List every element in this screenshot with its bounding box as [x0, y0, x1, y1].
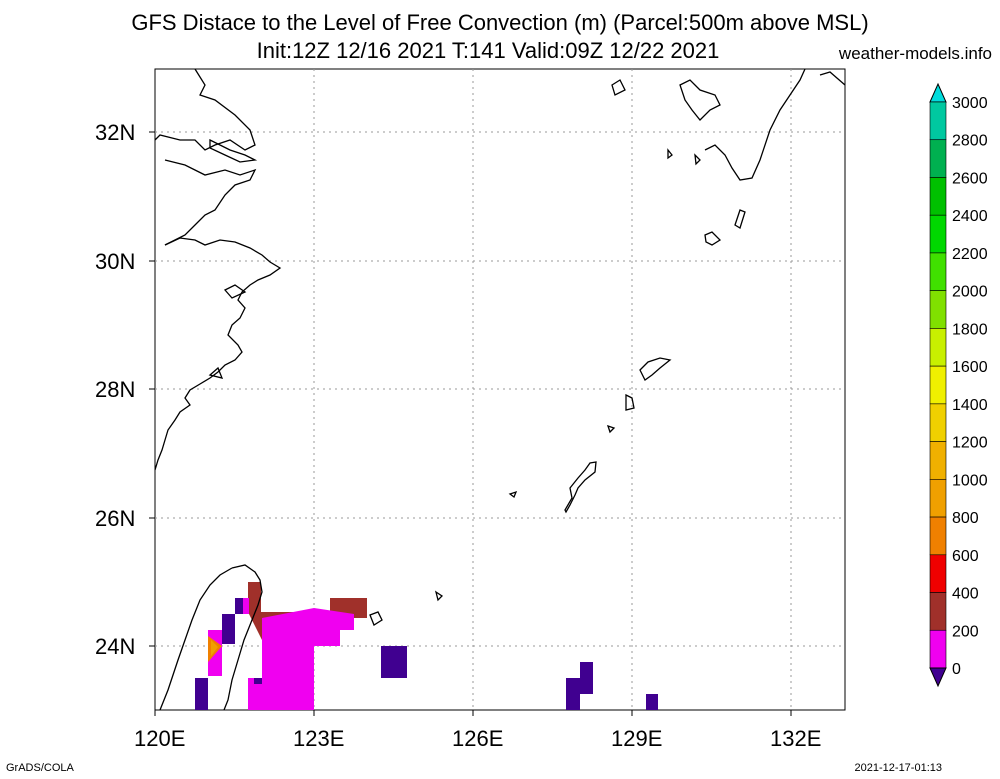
colorbar-segment: [929, 328, 947, 367]
longitude-ticks: [154, 710, 792, 716]
colorbar-segment: [929, 139, 947, 178]
longitude-labels: 120E 123E 126E 129E 132E: [134, 726, 821, 751]
latitude-labels: 32N 30N 28N 26N 24N: [95, 120, 135, 659]
colorbar-segment: [929, 629, 947, 669]
lfc-shading: [195, 582, 658, 710]
latitude-ticks: [149, 131, 155, 647]
lat-label: 24N: [95, 634, 135, 659]
site-credit: weather-models.info: [838, 44, 992, 63]
colorbar-segment: [929, 252, 947, 291]
colorbar-label: 200: [952, 623, 979, 640]
colorbar-label: 800: [952, 510, 979, 527]
map-title: GFS Distace to the Level of Free Convect…: [131, 10, 869, 35]
footer-credit: GrADS/COLA: [6, 762, 74, 774]
colorbar-segment: [929, 479, 947, 518]
colorbar-label: 2000: [952, 284, 988, 301]
lon-label: 120E: [134, 726, 185, 751]
lon-label: 126E: [452, 726, 503, 751]
lat-label: 30N: [95, 249, 135, 274]
colorbar-segment: [929, 592, 947, 631]
colorbar-label: 2400: [952, 208, 988, 225]
footer-timestamp: 2021-12-17-01:13: [854, 762, 942, 774]
colorbar-label: 2600: [952, 170, 988, 187]
colorbar-segment: [929, 441, 947, 480]
lon-label: 129E: [611, 726, 662, 751]
colorbar-label: 1400: [952, 397, 988, 414]
lat-label: 26N: [95, 506, 135, 531]
colorbar-label: 400: [952, 586, 979, 603]
colorbar-label: 2800: [952, 133, 988, 150]
colorbar-segment: [929, 214, 947, 254]
colorbar-label: 1000: [952, 472, 988, 489]
colorbar-label: 0: [952, 661, 961, 678]
colorbar: 3000280026002400220020001800160014001200…: [929, 82, 988, 688]
colorbar-segment: [929, 177, 947, 216]
colorbar-segment: [929, 365, 947, 405]
lon-label: 132E: [770, 726, 821, 751]
colorbar-label: 1800: [952, 321, 988, 338]
colorbar-segment: [929, 403, 947, 442]
colorbar-label: 1600: [952, 359, 988, 376]
lat-label: 32N: [95, 120, 135, 145]
colorbar-label: 600: [952, 548, 979, 565]
colorbar-segment: [929, 101, 947, 141]
colorbar-segment: [929, 516, 947, 556]
colorbar-segment: [929, 290, 947, 329]
lon-label: 123E: [293, 726, 344, 751]
colorbar-label: 3000: [952, 95, 988, 112]
coastlines: [154, 68, 846, 711]
colorbar-bottom-arrow: [929, 667, 947, 688]
colorbar-label: 2200: [952, 246, 988, 263]
lat-label: 28N: [95, 377, 135, 402]
map-subtitle: Init:12Z 12/16 2021 T:141 Valid:09Z 12/2…: [256, 38, 720, 63]
colorbar-top-arrow: [929, 82, 947, 103]
colorbar-label: 1200: [952, 435, 988, 452]
colorbar-segment: [929, 554, 947, 593]
